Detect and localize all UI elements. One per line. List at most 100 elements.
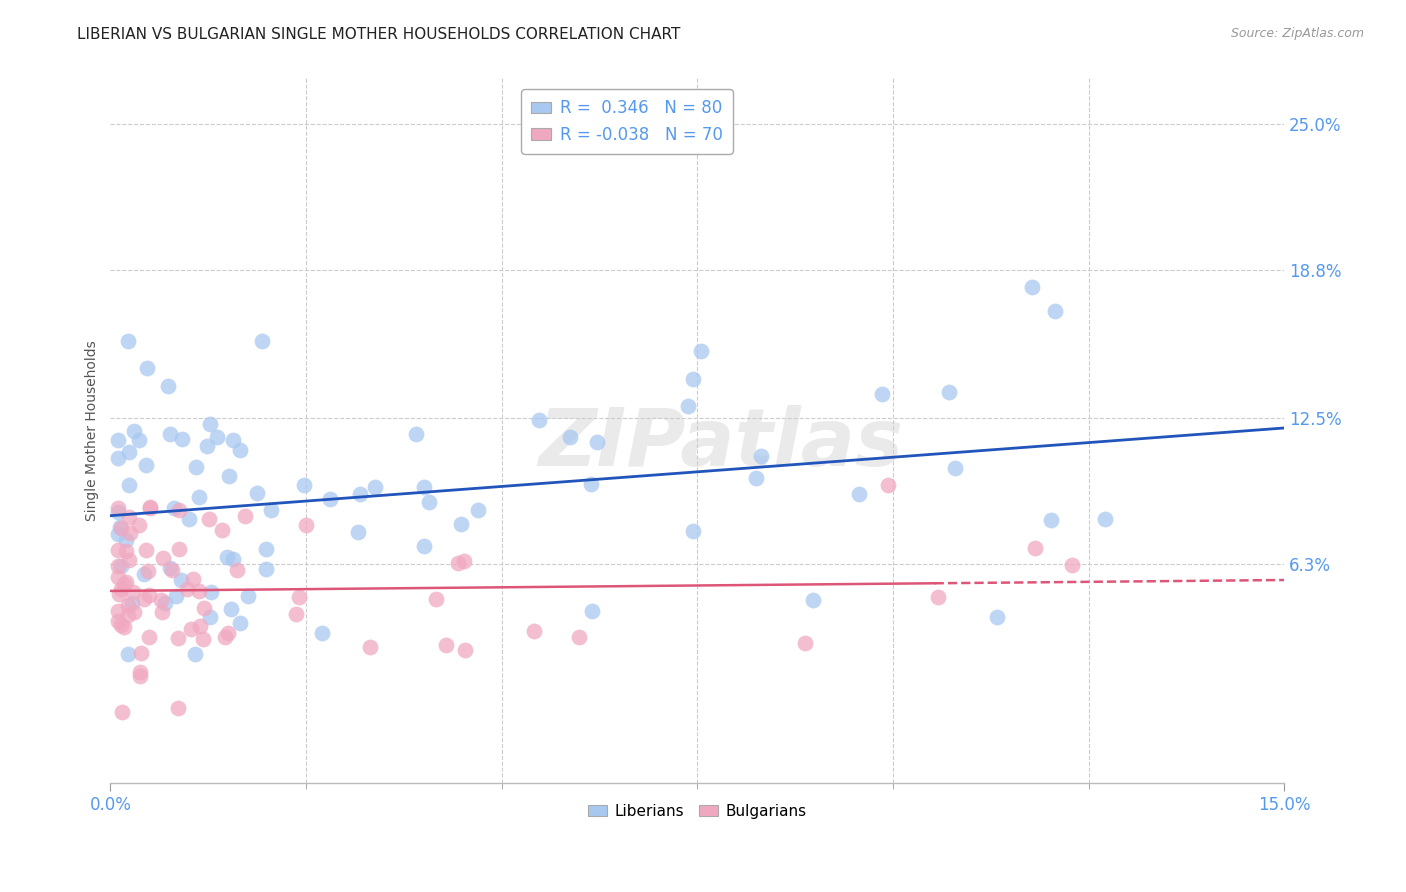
Point [122, 605, 145, 619]
Point [586, 435, 609, 450]
Point [135, 542, 157, 557]
Point [288, 590, 311, 604]
Point [877, 477, 900, 491]
Point [527, 412, 550, 426]
Point [117, 608, 139, 623]
Point [135, 458, 157, 472]
Point [198, 417, 221, 432]
Point [523, 624, 546, 639]
Point [454, 643, 477, 657]
Point [184, 459, 207, 474]
Point [117, 647, 139, 661]
Point [1040, 513, 1063, 527]
Point [150, 605, 173, 619]
Point [870, 387, 893, 401]
Point [107, 558, 129, 573]
Point [434, 638, 457, 652]
Text: LIBERIAN VS BULGARIAN SINGLE MOTHER HOUSEHOLDS CORRELATION CHART: LIBERIAN VS BULGARIAN SINGLE MOTHER HOUS… [77, 27, 681, 42]
Point [191, 632, 214, 646]
Point [160, 563, 183, 577]
Point [198, 609, 221, 624]
Point [138, 630, 160, 644]
Point [111, 706, 134, 720]
Point [218, 469, 240, 483]
Point [107, 570, 129, 584]
Point [112, 576, 135, 591]
Point [292, 478, 315, 492]
Point [793, 636, 815, 650]
Point [682, 371, 704, 385]
Point [107, 614, 129, 628]
Point [678, 399, 700, 413]
Point [129, 665, 152, 680]
Point [157, 379, 180, 393]
Point [128, 517, 150, 532]
Point [179, 511, 201, 525]
Point [120, 526, 142, 541]
Point [118, 509, 141, 524]
Text: Source: ZipAtlas.com: Source: ZipAtlas.com [1230, 27, 1364, 40]
Point [319, 491, 342, 506]
Point [108, 520, 131, 534]
Point [107, 527, 129, 541]
Point [425, 591, 447, 606]
Point [115, 543, 138, 558]
Point [107, 505, 129, 519]
Point [165, 589, 187, 603]
Point [745, 471, 768, 485]
Point [579, 476, 602, 491]
Point [136, 361, 159, 376]
Point [195, 439, 218, 453]
Point [152, 551, 174, 566]
Point [250, 334, 273, 348]
Y-axis label: Single Mother Households: Single Mother Households [86, 340, 100, 521]
Point [139, 500, 162, 514]
Point [413, 539, 436, 553]
Point [122, 424, 145, 438]
Point [159, 561, 181, 575]
Point [254, 562, 277, 576]
Point [217, 625, 239, 640]
Point [285, 607, 308, 621]
Point [163, 501, 186, 516]
Point [188, 619, 211, 633]
Point [405, 427, 427, 442]
Point [169, 503, 191, 517]
Point [122, 585, 145, 599]
Point [226, 563, 249, 577]
Point [136, 564, 159, 578]
Point [986, 610, 1008, 624]
Point [215, 549, 238, 564]
Point [138, 588, 160, 602]
Point [294, 518, 316, 533]
Point [467, 503, 489, 517]
Legend: Liberians, Bulgarians: Liberians, Bulgarians [582, 797, 813, 825]
Point [259, 503, 281, 517]
Point [118, 478, 141, 492]
Point [129, 669, 152, 683]
Point [128, 433, 150, 447]
Point [176, 582, 198, 597]
Point [558, 430, 581, 444]
Point [801, 592, 824, 607]
Point [749, 449, 772, 463]
Point [107, 450, 129, 465]
Point [118, 553, 141, 567]
Point [359, 640, 381, 654]
Point [1094, 512, 1116, 526]
Point [256, 541, 278, 556]
Point [184, 647, 207, 661]
Point [115, 574, 138, 589]
Point [187, 490, 209, 504]
Point [110, 617, 132, 632]
Point [1021, 280, 1043, 294]
Point [943, 461, 966, 475]
Point [848, 487, 870, 501]
Point [198, 511, 221, 525]
Point [581, 604, 603, 618]
Point [107, 434, 129, 448]
Point [447, 556, 470, 570]
Point [200, 584, 222, 599]
Point [418, 495, 440, 509]
Point [117, 598, 139, 612]
